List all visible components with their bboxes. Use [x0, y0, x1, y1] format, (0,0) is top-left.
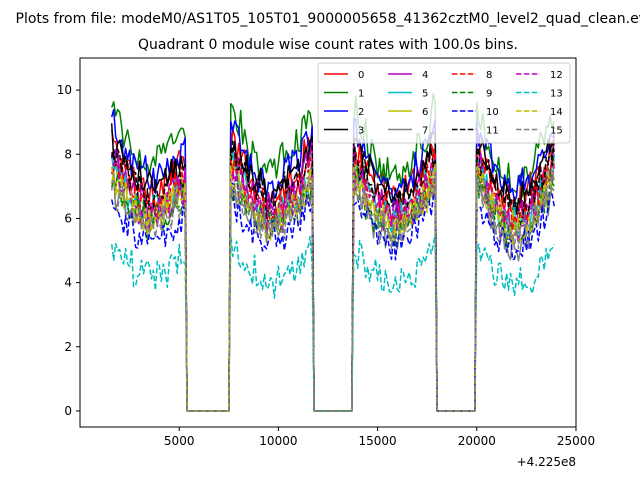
- legend-item: 1: [324, 89, 364, 100]
- legend-item: 12: [516, 70, 563, 81]
- y-tick-label: 6: [64, 211, 72, 225]
- figure-suptitle: Plots from file: modeM0/AS1T05_105T01_90…: [16, 11, 640, 27]
- legend-item: 3: [324, 126, 364, 137]
- series-line-15: [111, 169, 555, 412]
- y-tick-label: 0: [64, 404, 72, 418]
- legend-label: 11: [486, 126, 499, 137]
- legend-label: 4: [422, 70, 428, 81]
- y-tick-label: 8: [64, 147, 72, 161]
- legend-label: 12: [550, 70, 563, 81]
- legend-label: 2: [358, 107, 364, 118]
- y-tick-label: 4: [64, 276, 72, 290]
- series-layer: [110, 92, 555, 412]
- legend-item: 5: [388, 89, 428, 100]
- legend-item: 11: [452, 126, 499, 137]
- legend-item: 15: [516, 126, 563, 137]
- plot-frame: [79, 57, 577, 428]
- x-tick-label: 20000: [458, 434, 496, 448]
- legend-item: 6: [388, 107, 428, 118]
- legend-box: [317, 62, 571, 144]
- legend-item: 7: [388, 126, 428, 137]
- x-axis: 5000 10000 15000 20000 25000: [164, 427, 595, 448]
- x-offset-label: +4.225e8: [517, 455, 576, 469]
- y-tick-label: 2: [64, 340, 72, 354]
- legend-label: 10: [486, 107, 499, 118]
- legend-label: 6: [422, 107, 428, 118]
- legend-item: 2: [324, 107, 364, 118]
- legend-label: 14: [550, 107, 563, 118]
- legend-label: 0: [358, 70, 364, 81]
- legend-item: 9: [452, 89, 492, 100]
- x-tick-label: 15000: [359, 434, 397, 448]
- y-tick-label: 10: [57, 83, 72, 97]
- legend-label: 1: [358, 89, 364, 100]
- legend-label: 13: [550, 89, 563, 100]
- chart-title: Quadrant 0 module wise count rates with …: [138, 37, 518, 53]
- legend-label: 5: [422, 89, 428, 100]
- legend-item: 10: [452, 107, 499, 118]
- legend-label: 7: [422, 126, 428, 137]
- legend-label: 9: [486, 89, 492, 100]
- legend-label: 8: [486, 70, 492, 81]
- legend-item: 0: [324, 70, 364, 81]
- legend-label: 15: [550, 126, 563, 137]
- y-axis: 0 2 4 6 8 10: [57, 83, 80, 418]
- legend-item: 14: [516, 107, 563, 118]
- x-tick-label: 10000: [259, 434, 297, 448]
- legend-label: 3: [358, 126, 364, 137]
- x-tick-label: 25000: [557, 434, 595, 448]
- legend-item: 13: [516, 89, 563, 100]
- legend-item: 4: [388, 70, 428, 81]
- x-tick-label: 5000: [164, 434, 195, 448]
- legend-item: 8: [452, 70, 492, 81]
